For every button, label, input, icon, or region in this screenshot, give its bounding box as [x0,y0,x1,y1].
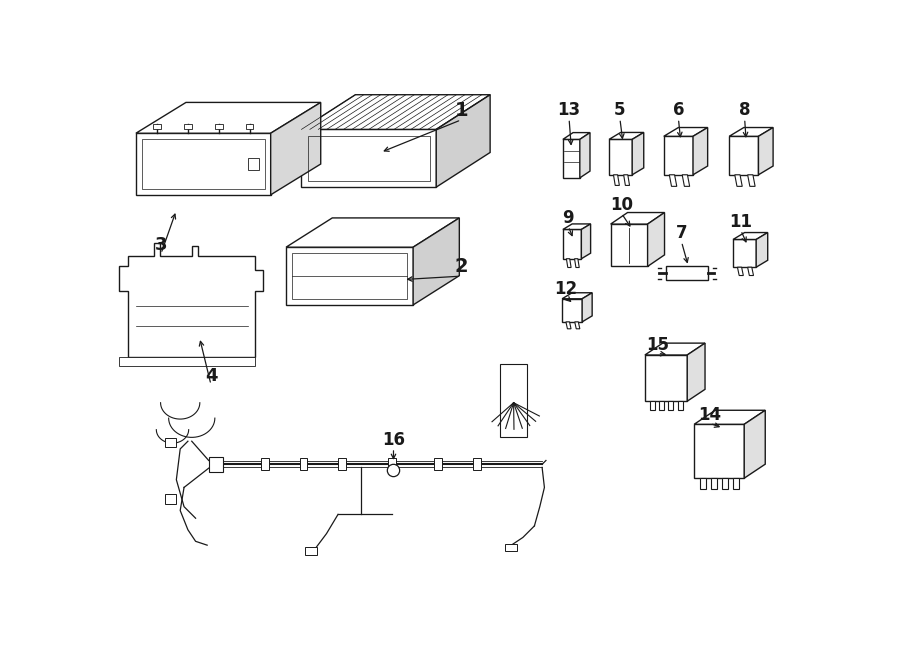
Polygon shape [729,136,759,175]
Polygon shape [215,124,222,129]
Polygon shape [184,124,192,129]
Circle shape [387,464,400,477]
Text: 14: 14 [698,406,722,424]
Polygon shape [575,322,580,329]
Bar [261,458,269,471]
Polygon shape [670,175,677,186]
Polygon shape [153,124,161,129]
Polygon shape [566,322,571,329]
Text: 4: 4 [205,367,217,385]
Polygon shape [302,95,490,130]
Polygon shape [119,243,263,356]
Polygon shape [248,158,259,170]
Polygon shape [286,218,459,247]
Bar [165,494,176,504]
Polygon shape [666,266,708,280]
Polygon shape [748,267,753,276]
Text: 9: 9 [562,209,574,227]
Text: 16: 16 [382,431,405,449]
Polygon shape [648,213,664,266]
Polygon shape [694,424,744,478]
Polygon shape [722,478,728,489]
Text: 3: 3 [155,236,167,254]
Polygon shape [271,102,320,195]
Bar [435,458,442,471]
Polygon shape [610,224,648,266]
Bar [388,458,396,471]
Polygon shape [734,239,756,267]
Text: 2: 2 [454,257,468,276]
Polygon shape [574,258,580,268]
Polygon shape [699,478,706,489]
Polygon shape [659,401,664,410]
Polygon shape [562,229,581,258]
Polygon shape [678,401,682,410]
Polygon shape [645,355,688,401]
Text: 6: 6 [672,101,684,119]
Polygon shape [650,401,654,410]
Polygon shape [664,128,707,136]
Bar [165,438,176,447]
Polygon shape [566,258,572,268]
Polygon shape [562,224,590,229]
Text: 1: 1 [454,100,468,120]
Text: 15: 15 [646,336,669,354]
Polygon shape [302,130,436,187]
Polygon shape [136,134,271,195]
Polygon shape [688,343,705,401]
Polygon shape [624,175,629,186]
Bar [472,458,481,471]
Polygon shape [756,233,768,267]
Text: 12: 12 [554,280,578,297]
Polygon shape [609,139,632,175]
Polygon shape [645,343,705,355]
Polygon shape [610,213,664,224]
Polygon shape [582,293,592,322]
Polygon shape [734,233,768,239]
Polygon shape [729,128,773,136]
Text: 7: 7 [676,224,688,243]
Bar [505,543,518,551]
Text: 11: 11 [729,213,752,231]
Polygon shape [682,175,689,186]
Polygon shape [737,267,743,276]
Polygon shape [562,133,590,139]
Text: 8: 8 [739,101,751,119]
Polygon shape [562,293,592,299]
Polygon shape [246,124,254,129]
Polygon shape [286,247,413,305]
Polygon shape [562,139,580,178]
Polygon shape [711,478,716,489]
Polygon shape [500,364,527,438]
Polygon shape [744,410,765,478]
Polygon shape [580,133,590,178]
Bar [300,458,307,471]
Polygon shape [136,102,320,134]
Polygon shape [668,401,673,410]
Polygon shape [632,132,644,175]
Polygon shape [562,299,582,322]
Polygon shape [436,95,491,187]
Polygon shape [614,175,619,186]
Bar [305,547,318,555]
Polygon shape [693,128,707,175]
Bar [338,458,346,471]
Bar [209,457,222,472]
Polygon shape [664,136,693,175]
Polygon shape [748,175,755,186]
Polygon shape [609,132,644,139]
Text: 5: 5 [614,101,626,119]
Polygon shape [119,356,256,366]
Polygon shape [733,478,739,489]
Polygon shape [759,128,773,175]
Text: 10: 10 [610,196,633,214]
Text: 13: 13 [557,101,580,119]
Polygon shape [694,410,765,424]
Polygon shape [413,218,459,305]
Polygon shape [734,175,742,186]
Polygon shape [581,224,590,258]
